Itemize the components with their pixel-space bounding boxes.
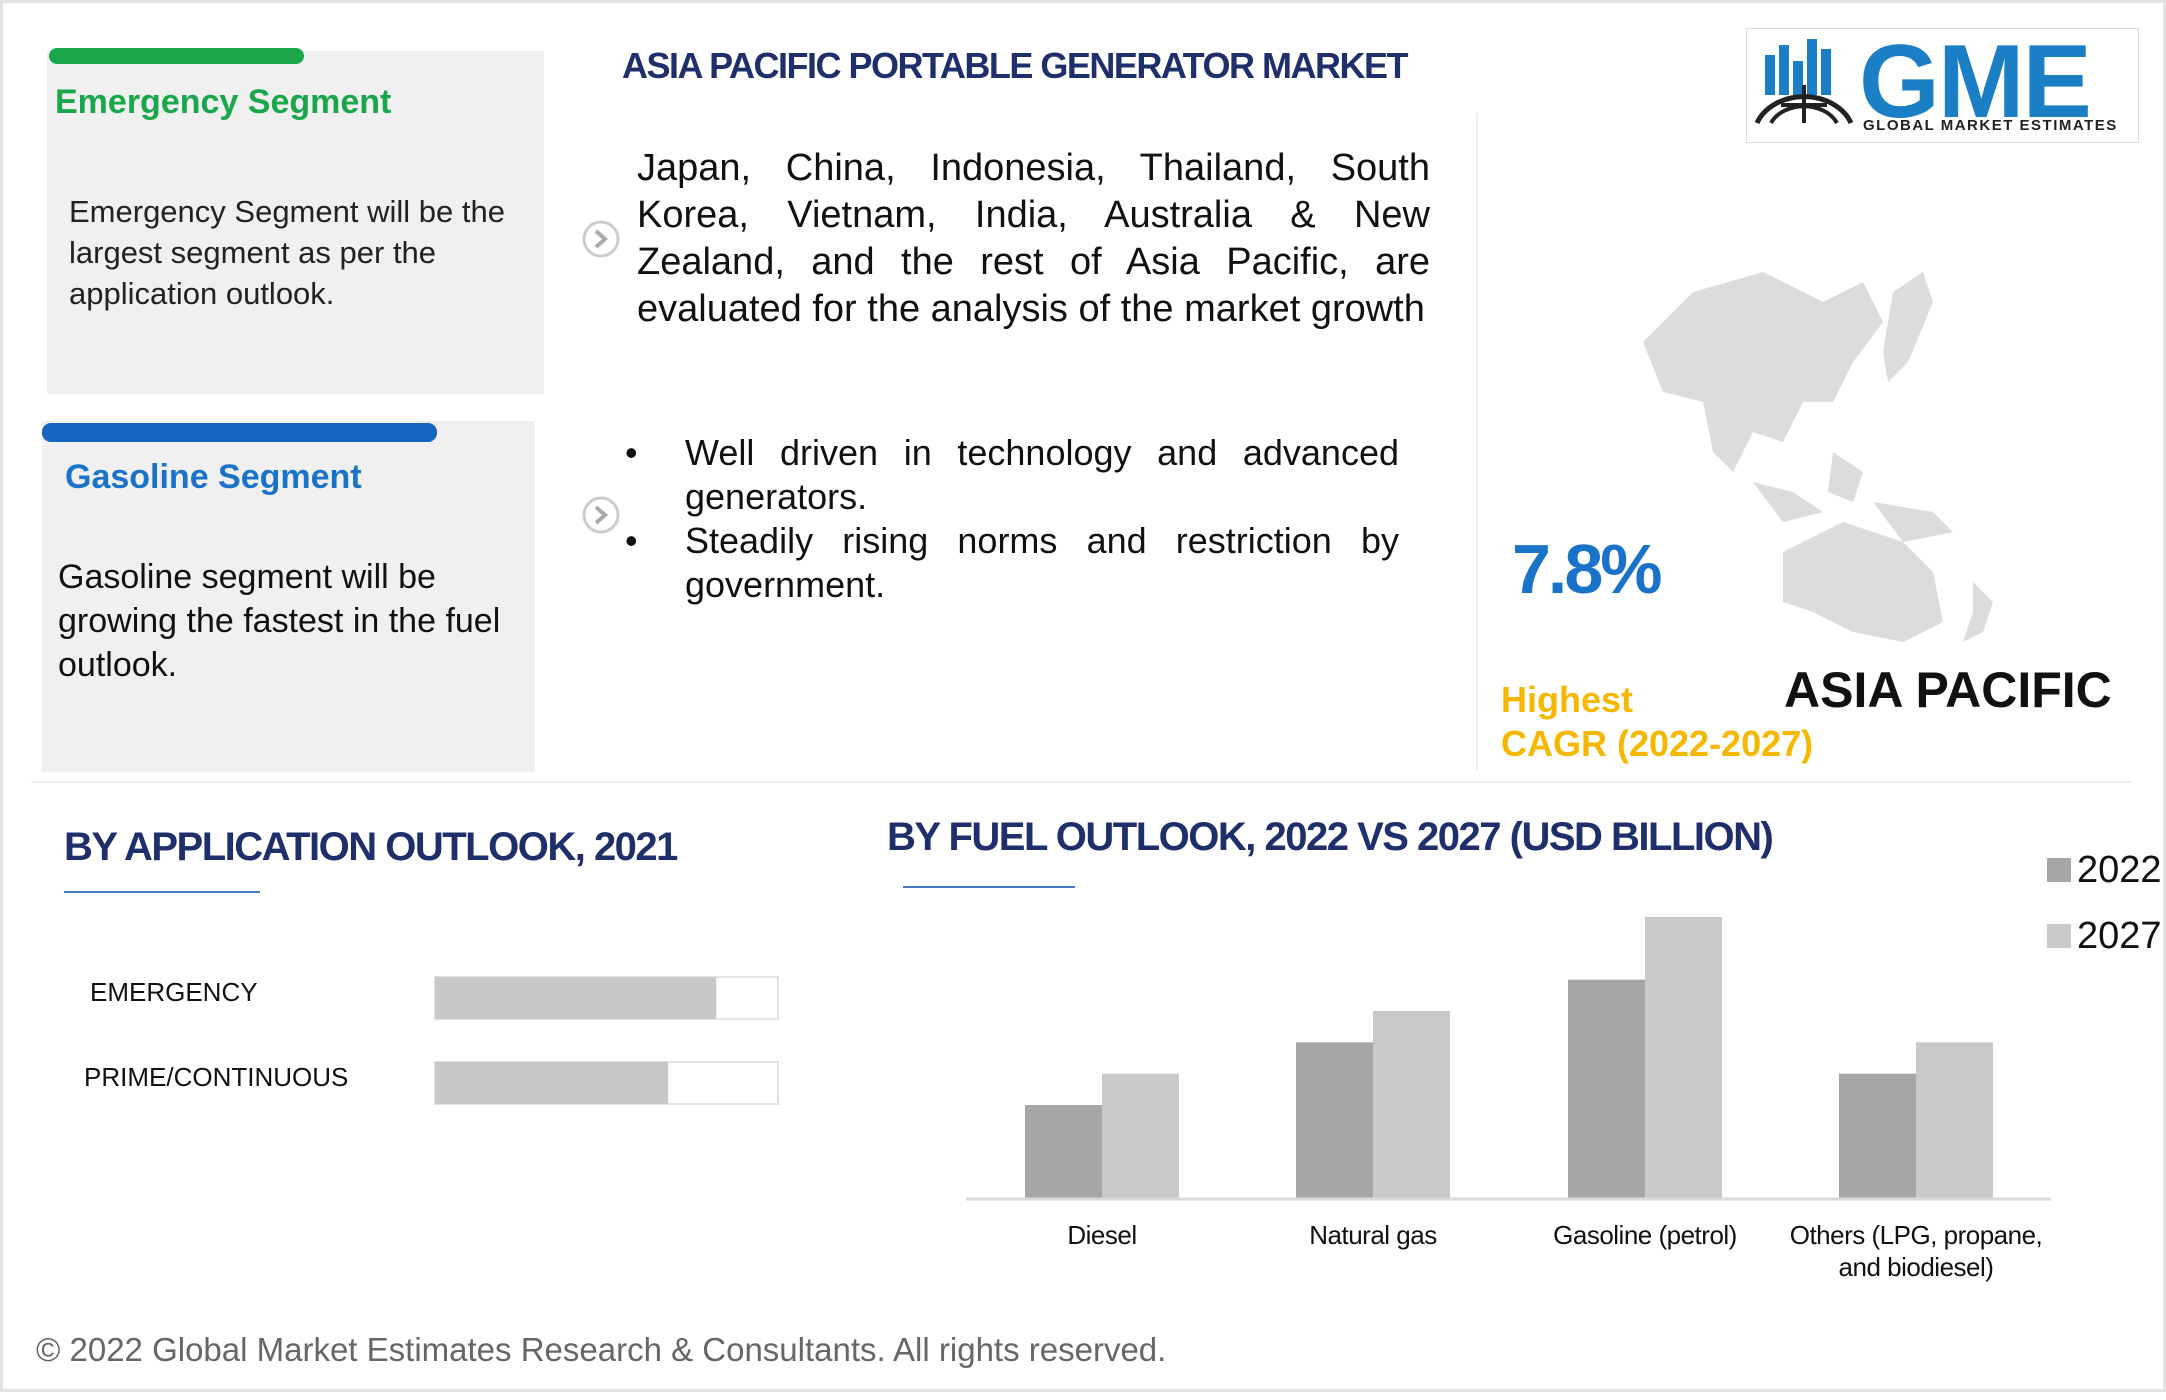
logo-icon: [1754, 39, 1854, 125]
bar-label: EMERGENCY: [90, 977, 258, 1007]
card: [42, 421, 535, 772]
page-title: ASIA PACIFIC PORTABLE GENERATOR MARKET: [622, 45, 1409, 86]
overview-text: Japan, China, Indonesia, Thailand, South…: [637, 147, 1430, 330]
bar: [1102, 1073, 1179, 1199]
divider: [1476, 113, 1478, 770]
card-accent: [42, 423, 437, 442]
logo: GME GLOBAL MARKET ESTIMATES: [1746, 24, 2139, 143]
card-accent: [49, 48, 304, 64]
bar: [435, 977, 717, 1019]
card-title: Gasoline Segment: [65, 458, 362, 496]
bar: [1296, 1042, 1373, 1199]
logo-name: GME: [1859, 24, 2092, 140]
separator: [31, 781, 2131, 783]
region-label: ASIA PACIFIC: [1784, 662, 2112, 718]
x-tick-label: Gasoline (petrol): [1553, 1220, 1737, 1250]
bullet: Steadily rising norms and restriction by…: [625, 519, 1399, 607]
x-tick-label: Diesel: [1067, 1220, 1137, 1250]
title-underline: [903, 886, 1075, 888]
card-text: Gasoline segment will be growing the fas…: [58, 558, 501, 684]
footer: © 2022 Global Market Estimates Research …: [36, 1331, 1167, 1368]
chart-title: BY FUEL OUTLOOK, 2022 VS 2027 (USD BILLI…: [887, 815, 1774, 859]
legend-swatch: [2047, 924, 2071, 948]
cagr-label: Highest: [1501, 679, 1634, 720]
legend-label: 2022: [2077, 849, 2162, 891]
charts: EMERGENCY PRIME/CONTINUOUS 2022 2027 Diesel N…: [3, 3, 2166, 1395]
chevron-icon: [582, 220, 620, 258]
chevron-icon: [582, 496, 620, 534]
card-text: Emergency Segment will be the largest se…: [69, 194, 505, 311]
x-tick-label: Natural gas: [1309, 1220, 1437, 1250]
bar: [1916, 1042, 1993, 1199]
bar: [435, 1062, 669, 1104]
card: [47, 51, 544, 394]
bar: [1373, 1011, 1450, 1199]
bullet: Well driven in technology and advanced g…: [625, 431, 1399, 519]
bar: [1025, 1105, 1102, 1199]
chart-canvas: EMERGENCY PRIME/CONTINUOUS 2022 2027: [84, 849, 2162, 1201]
cagr-value: 7.8%: [1512, 530, 1663, 608]
bar-label: PRIME/CONTINUOUS: [84, 1062, 348, 1092]
bullet-list: Well driven in technology and advanced g…: [625, 431, 1399, 607]
bar: [1568, 979, 1645, 1199]
card-title: Emergency Segment: [55, 83, 392, 121]
cagr-label: CAGR (2022-2027): [1501, 723, 1814, 764]
chart-title: BY APPLICATION OUTLOOK, 2021: [64, 825, 678, 869]
legend-label: 2027: [2077, 915, 2162, 957]
title-underline: [64, 891, 260, 893]
legend-swatch: [2047, 858, 2071, 882]
bar: [1645, 917, 1722, 1199]
x-tick-label: Others (LPG, propane, and biodiesel): [1789, 1220, 2043, 1282]
map: [1643, 272, 1993, 642]
bar: [1839, 1073, 1916, 1199]
logo-tagline: GLOBAL MARKET ESTIMATES: [1863, 117, 2118, 134]
